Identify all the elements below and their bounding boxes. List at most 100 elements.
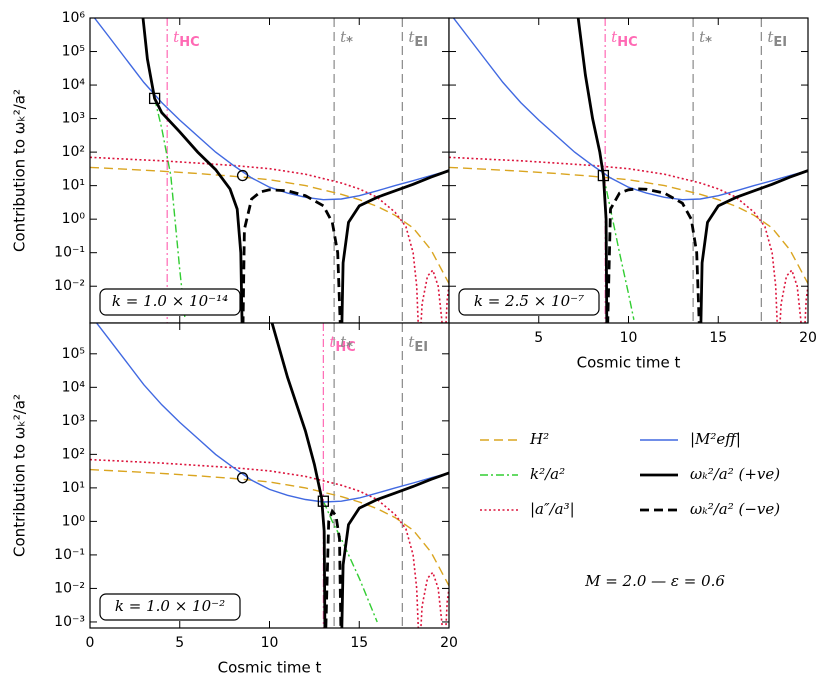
panel-frame <box>448 17 809 324</box>
panel-bg <box>90 18 449 323</box>
panel-frame <box>89 322 450 629</box>
x-tick-label: 15 <box>709 330 727 346</box>
vline-sub: HC <box>335 340 355 355</box>
k-label-box <box>99 593 241 621</box>
y-tick-label: 10⁻² <box>54 580 85 596</box>
y-tick-label: 10² <box>62 144 85 160</box>
marker-square <box>148 92 161 105</box>
y-tick-label: 10⁵ <box>62 346 85 362</box>
series-line <box>90 166 449 284</box>
k-label-box <box>458 288 600 316</box>
vline-symbol: t <box>767 28 774 46</box>
series-line <box>606 187 701 323</box>
y-tick-label: 10¹ <box>62 178 85 194</box>
series-line <box>449 156 808 323</box>
series-line <box>322 500 378 623</box>
panel-bg <box>90 323 449 628</box>
vline-symbol: t <box>611 28 618 46</box>
marker-square <box>317 495 330 507</box>
y-axis-label: Contribution to ωₖ²/a² <box>11 89 29 252</box>
series-line <box>95 323 449 503</box>
marker-square <box>597 169 610 182</box>
vline-sub: EI <box>414 340 428 355</box>
legend-label: |M²eff| <box>690 430 741 448</box>
x-tick-label: 20 <box>799 330 817 346</box>
x-tick-label: 10 <box>261 635 279 651</box>
y-tick-label: 10¹ <box>62 480 85 496</box>
x-tick-label: 20 <box>440 635 458 651</box>
series-line <box>141 18 449 323</box>
vline-sub: * <box>705 35 712 50</box>
series-line <box>241 188 342 323</box>
y-tick-label: 10⁴ <box>62 77 86 93</box>
vline-label: tHC <box>329 333 355 355</box>
vline-sub: HC <box>617 35 637 50</box>
series-line <box>153 98 186 320</box>
series-line <box>452 18 808 201</box>
vline-sub: * <box>346 340 353 355</box>
legend-label: k²/a² <box>530 465 565 483</box>
y-tick-label: 10⁻¹ <box>54 245 85 261</box>
k-label: k = 1.0 × 10⁻² <box>115 597 225 615</box>
vline-sub: EI <box>773 35 787 50</box>
series-line <box>576 18 808 323</box>
y-tick-label: 10³ <box>62 111 85 127</box>
vline-label: t* <box>340 333 353 355</box>
vline-label: tHC <box>611 28 637 50</box>
series-line <box>90 156 449 323</box>
vline-symbol: t <box>408 333 415 351</box>
y-tick-label: 10⁻¹ <box>54 547 85 563</box>
series-line <box>90 458 449 628</box>
y-tick-label: 10³ <box>62 413 85 429</box>
vline-symbol: t <box>340 28 347 46</box>
vline-label: tEI <box>767 28 787 50</box>
vline-label: tEI <box>408 333 428 355</box>
series-line <box>324 508 343 628</box>
panel-bg <box>449 18 808 323</box>
legend-label: ωₖ²/a² (−ve) <box>690 500 780 518</box>
y-tick-label: 10⁰ <box>62 211 86 227</box>
legend-label: ωₖ²/a² (+ve) <box>690 465 780 483</box>
x-tick-label: 5 <box>175 635 184 651</box>
vline-symbol: t <box>173 28 180 46</box>
marker-circle <box>236 472 249 484</box>
y-tick-label: 10⁻² <box>54 278 85 294</box>
x-tick-label: 15 <box>350 635 368 651</box>
y-tick-label: 10² <box>62 446 85 462</box>
vline-label: tHC <box>173 28 199 50</box>
annotation: M = 2.0 — ε = 0.6 <box>584 572 725 590</box>
marker-circle <box>236 169 249 182</box>
y-tick-label: 10⁻³ <box>54 614 85 630</box>
vline-label: t* <box>699 28 712 50</box>
series-line <box>90 468 449 587</box>
k-label-box <box>99 288 241 316</box>
y-tick-label: 10⁵ <box>62 44 85 60</box>
series-line <box>449 166 808 284</box>
vline-sub: * <box>346 35 353 50</box>
x-axis-label: Cosmic time t <box>218 659 322 677</box>
panel <box>90 18 449 323</box>
vline-sub: EI <box>414 35 428 50</box>
vline-label: tEI <box>408 28 428 50</box>
y-tick-label: 10⁴ <box>62 379 86 395</box>
x-axis-label: Cosmic time t <box>577 354 681 372</box>
x-tick-label: 0 <box>86 635 95 651</box>
vline-symbol: t <box>699 28 706 46</box>
series-line <box>270 323 449 628</box>
vline-symbol: t <box>329 333 336 351</box>
x-tick-label: 10 <box>620 330 638 346</box>
legend-label: H² <box>529 430 549 448</box>
y-tick-label: 10⁶ <box>62 10 86 26</box>
panel <box>90 323 449 628</box>
x-tick-label: 5 <box>534 330 543 346</box>
y-axis-label: Contribution to ωₖ²/a² <box>11 394 29 557</box>
y-tick-label: 10⁰ <box>62 513 86 529</box>
k-label: k = 2.5 × 10⁻⁷ <box>474 292 584 310</box>
panel <box>449 18 808 323</box>
series-line <box>602 175 635 320</box>
vline-symbol: t <box>408 28 415 46</box>
vline-sub: HC <box>179 35 199 50</box>
vline-symbol: t <box>340 333 347 351</box>
legend-label: |a″/a³| <box>530 500 575 518</box>
